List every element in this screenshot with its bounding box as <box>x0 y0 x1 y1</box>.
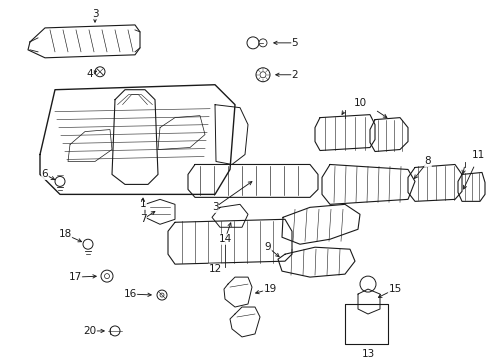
Text: 5: 5 <box>291 38 298 48</box>
Circle shape <box>95 67 105 77</box>
Text: 13: 13 <box>361 349 374 359</box>
Text: 17: 17 <box>68 272 81 282</box>
Text: 16: 16 <box>123 289 136 299</box>
Circle shape <box>246 37 259 49</box>
Text: 1: 1 <box>140 199 146 210</box>
Circle shape <box>110 326 120 336</box>
Text: 3: 3 <box>211 202 218 212</box>
Text: 9: 9 <box>264 242 271 252</box>
Text: 18: 18 <box>58 229 71 239</box>
Circle shape <box>157 290 167 300</box>
Circle shape <box>55 176 65 186</box>
Circle shape <box>160 293 163 297</box>
Text: 10: 10 <box>353 98 366 108</box>
Text: 14: 14 <box>218 234 231 244</box>
Text: 12: 12 <box>208 264 221 274</box>
Circle shape <box>104 274 109 279</box>
Text: 6: 6 <box>41 170 48 179</box>
Circle shape <box>101 270 113 282</box>
Text: 11: 11 <box>470 149 484 159</box>
Circle shape <box>359 276 375 292</box>
Circle shape <box>83 239 93 249</box>
Text: 7: 7 <box>140 214 146 224</box>
Text: 20: 20 <box>83 326 96 336</box>
Circle shape <box>259 39 266 47</box>
Text: 19: 19 <box>263 284 276 294</box>
Text: 3: 3 <box>92 9 98 19</box>
Text: 2: 2 <box>291 70 298 80</box>
Text: 15: 15 <box>387 284 401 294</box>
Circle shape <box>256 68 269 82</box>
Circle shape <box>260 72 265 78</box>
Text: 8: 8 <box>424 157 430 166</box>
Text: 4: 4 <box>86 69 93 79</box>
